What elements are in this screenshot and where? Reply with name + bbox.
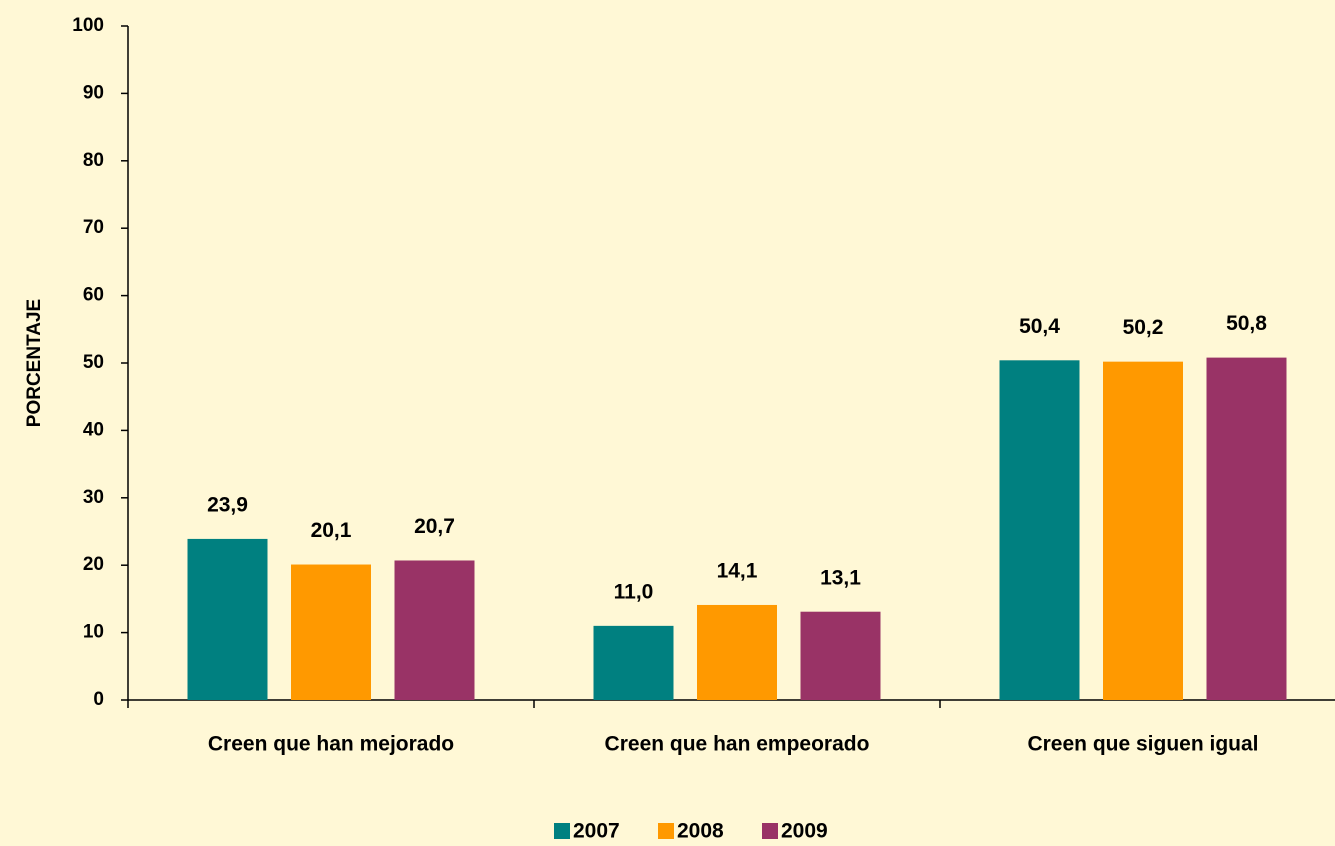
y-tick-label: 50 [83,352,104,373]
y-tick-label: 30 [83,487,104,508]
value-label: 11,0 [614,580,654,603]
y-tick-label: 100 [72,15,104,36]
y-tick-label: 20 [83,554,104,575]
y-tick-label: 40 [83,419,104,440]
bar [697,604,777,700]
bar [1103,361,1183,700]
value-label: 50,8 [1226,312,1267,335]
value-label: 14,1 [717,560,758,583]
bar [394,560,475,700]
x-tick-label: Creen que han mejorado [208,733,454,756]
legend-label: 2009 [781,820,828,843]
x-tick-label: Creen que han empeorado [605,733,870,756]
value-label: 20,7 [414,515,455,538]
bar [999,360,1080,700]
y-tick-label: 10 [83,622,104,643]
y-axis-label: PORCENTAJE [24,299,45,427]
y-tick-label: 80 [83,150,104,171]
value-label: 50,4 [1019,315,1060,338]
value-label: 20,1 [311,519,352,542]
legend-label: 2008 [677,820,724,843]
y-tick-label: 90 [83,82,104,103]
bar [1206,357,1287,700]
x-tick-label: Creen que siguen igual [1027,733,1258,756]
legend-swatch [762,823,778,839]
bar [187,538,268,700]
bar [800,611,881,700]
y-tick-label: 70 [83,217,104,238]
legend-label: 2007 [573,820,620,843]
legend-swatch [658,823,674,839]
value-label: 50,2 [1123,316,1164,339]
bar [593,625,674,700]
y-tick-label: 60 [83,285,104,306]
legend-swatch [554,823,570,839]
y-tick-label: 0 [93,689,104,710]
bar [291,564,371,700]
value-label: 23,9 [207,493,248,516]
value-label: 13,1 [820,566,861,589]
